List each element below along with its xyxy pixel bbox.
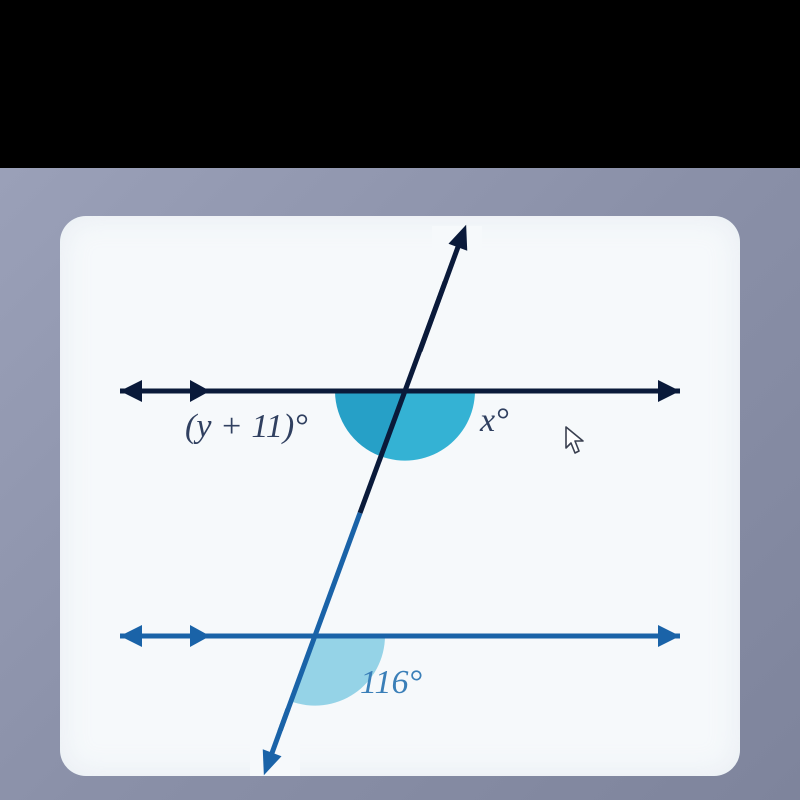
parallel-tick (190, 380, 210, 402)
transversal-upper (360, 247, 458, 513)
arrowhead (120, 625, 142, 647)
arrowhead (658, 625, 680, 647)
diagram-card: (y + 11)° x° 116° (60, 216, 740, 776)
mouse-cursor-icon (565, 426, 587, 456)
label-y-expression: (y + 11)° (185, 408, 308, 446)
screenshot-root: (y + 11)° x° 116° (0, 0, 800, 800)
label-116: 116° (360, 664, 422, 702)
photo-background: (y + 11)° x° 116° (0, 168, 800, 800)
parallel-tick (190, 625, 210, 647)
label-x-expression: x° (480, 402, 509, 440)
arrowhead (120, 380, 142, 402)
arrowhead (658, 380, 680, 402)
